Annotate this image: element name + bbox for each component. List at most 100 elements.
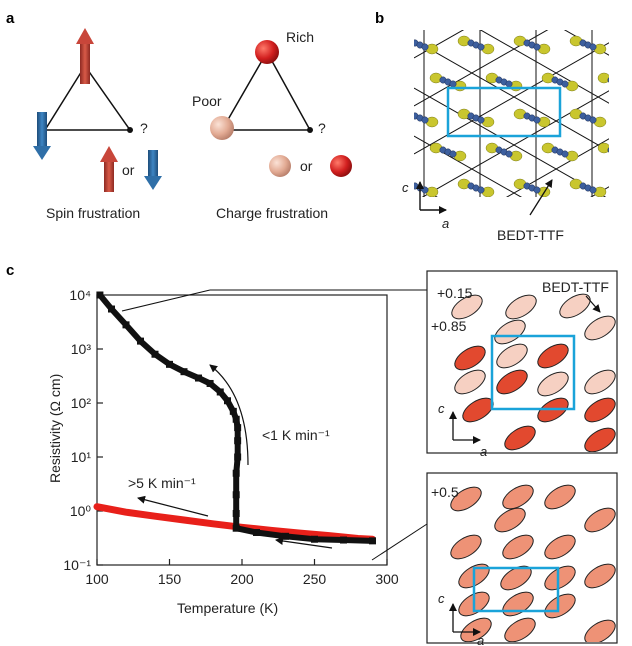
- panel-b-label: b: [375, 10, 384, 27]
- charge-frustration-diagram: Rich Poor ? or Charge frustration: [192, 29, 352, 221]
- data-point: [232, 415, 240, 423]
- y-tick-label: 10⁴: [69, 287, 91, 303]
- data-point: [166, 360, 173, 368]
- data-point: [234, 437, 242, 445]
- inset-bottom-axis-c: c: [438, 591, 445, 606]
- molecule-low-charge: [559, 293, 591, 319]
- molecule-low-charge: [537, 371, 569, 397]
- spin-up-arrow-choice-icon: [100, 146, 118, 192]
- spin-down-arrow-choice-icon: [144, 150, 162, 190]
- data-point: [253, 528, 260, 536]
- axis-c-label: c: [402, 180, 409, 195]
- spin-question-mark: ?: [140, 120, 148, 136]
- data-point: [224, 397, 231, 405]
- molecule-low-charge: [584, 315, 616, 341]
- data-point: [340, 536, 347, 544]
- x-tick-label: 200: [230, 571, 254, 587]
- rich-label: Rich: [286, 29, 314, 45]
- poor-label: Poor: [192, 93, 222, 109]
- molecule-high-charge: [537, 343, 569, 369]
- inset-bottom-unit-cell: [472, 566, 560, 613]
- molecule-low-charge: [496, 343, 528, 369]
- data-point: [195, 374, 202, 382]
- molecule-half-charge: [584, 563, 616, 589]
- y-tick-label: 10⁻¹: [63, 557, 91, 573]
- inset-top-axis-a: a: [480, 444, 487, 459]
- molecule-half-charge: [584, 507, 616, 533]
- molecule-high-charge: [584, 397, 616, 423]
- charge-high-label: +0.85: [431, 318, 467, 334]
- fast-cooling-annotation: >5 K min⁻¹: [128, 475, 196, 491]
- charge-low-label: +0.15: [437, 285, 473, 301]
- inset-charge-ordered: +0.15 +0.85 BEDT-TTF c a: [426, 270, 618, 459]
- molecule-half-charge: [502, 484, 534, 510]
- axis-a-label: a: [442, 216, 449, 231]
- spin-frustration-diagram: ? or Spin frustration: [33, 28, 162, 221]
- unit-cell-box: [446, 86, 562, 138]
- molecule-half-charge: [494, 507, 526, 533]
- molecule-high-charge: [584, 427, 616, 452]
- molecule-low-charge: [454, 369, 486, 395]
- data-point: [232, 509, 240, 517]
- x-axis-label: Temperature (K): [177, 600, 278, 616]
- data-point: [206, 379, 214, 387]
- molecule-low-charge: [584, 369, 616, 395]
- data-point: [232, 491, 240, 499]
- molecule-half-charge: [504, 617, 536, 642]
- y-tick-label: 10⁰: [70, 503, 92, 519]
- poor-charge-ball-icon: [210, 116, 234, 140]
- data-point: [369, 537, 376, 545]
- data-point: [232, 524, 240, 532]
- inset-bedt-ttf-label: BEDT-TTF: [542, 279, 609, 295]
- data-point: [234, 453, 242, 461]
- rich-charge-ball-icon: [255, 40, 279, 64]
- data-point: [282, 532, 289, 540]
- molecule-low-charge: [494, 319, 526, 345]
- x-tick-label: 100: [85, 571, 109, 587]
- charge-question-mark: ?: [318, 120, 326, 136]
- data-point: [216, 388, 224, 396]
- molecule-half-charge: [544, 565, 576, 591]
- inset-top-axis-c: c: [438, 401, 445, 416]
- charge-frustration-caption: Charge frustration: [216, 205, 328, 221]
- resistivity-chart: 100 150 200 250 300 10⁻¹ 10⁰ 10¹ 10² 10³ 10⁴ Temp…: [47, 287, 428, 616]
- molecule-high-charge: [496, 369, 528, 395]
- x-tick-label: 250: [303, 571, 327, 587]
- spin-or-text: or: [122, 162, 135, 178]
- data-point: [137, 337, 144, 345]
- spin-frustration-caption: Spin frustration: [46, 205, 140, 221]
- x-tick-label: 300: [375, 571, 399, 587]
- molecule-half-charge: [502, 534, 534, 560]
- data-point: [108, 305, 115, 313]
- molecule-low-charge: [451, 294, 483, 320]
- x-tick-label: 150: [158, 571, 182, 587]
- molecule-high-charge: [454, 345, 486, 371]
- spin-up-arrow-icon: [76, 28, 94, 84]
- data-point: [96, 291, 104, 299]
- molecule-half-charge: [584, 619, 616, 642]
- inset-top-unit-cell: [490, 334, 576, 411]
- data-point: [122, 321, 130, 329]
- panel-a-label: a: [6, 10, 15, 27]
- crystal-structure-image: c a BEDT-TTF: [402, 30, 609, 243]
- molecule-low-charge: [505, 294, 537, 320]
- poor-charge-choice-icon: [269, 155, 291, 177]
- data-point: [151, 350, 159, 358]
- bedt-ttf-label: BEDT-TTF: [497, 227, 564, 243]
- rich-charge-choice-icon: [330, 155, 352, 177]
- molecule-half-charge: [544, 534, 576, 560]
- y-tick-label: 10¹: [71, 449, 92, 465]
- charge-or-text: or: [300, 158, 313, 174]
- data-point: [229, 407, 237, 415]
- data-point: [180, 368, 188, 376]
- spin-down-arrow-icon: [33, 112, 51, 160]
- molecule-half-charge: [450, 534, 482, 560]
- data-point: [232, 469, 240, 477]
- data-point: [234, 424, 242, 432]
- slow-cooling-annotation: <1 K min⁻¹: [262, 427, 330, 443]
- molecule-high-charge: [504, 425, 536, 451]
- panel-c-label: c: [6, 262, 14, 279]
- data-point: [311, 535, 318, 543]
- molecule-half-charge: [544, 484, 576, 510]
